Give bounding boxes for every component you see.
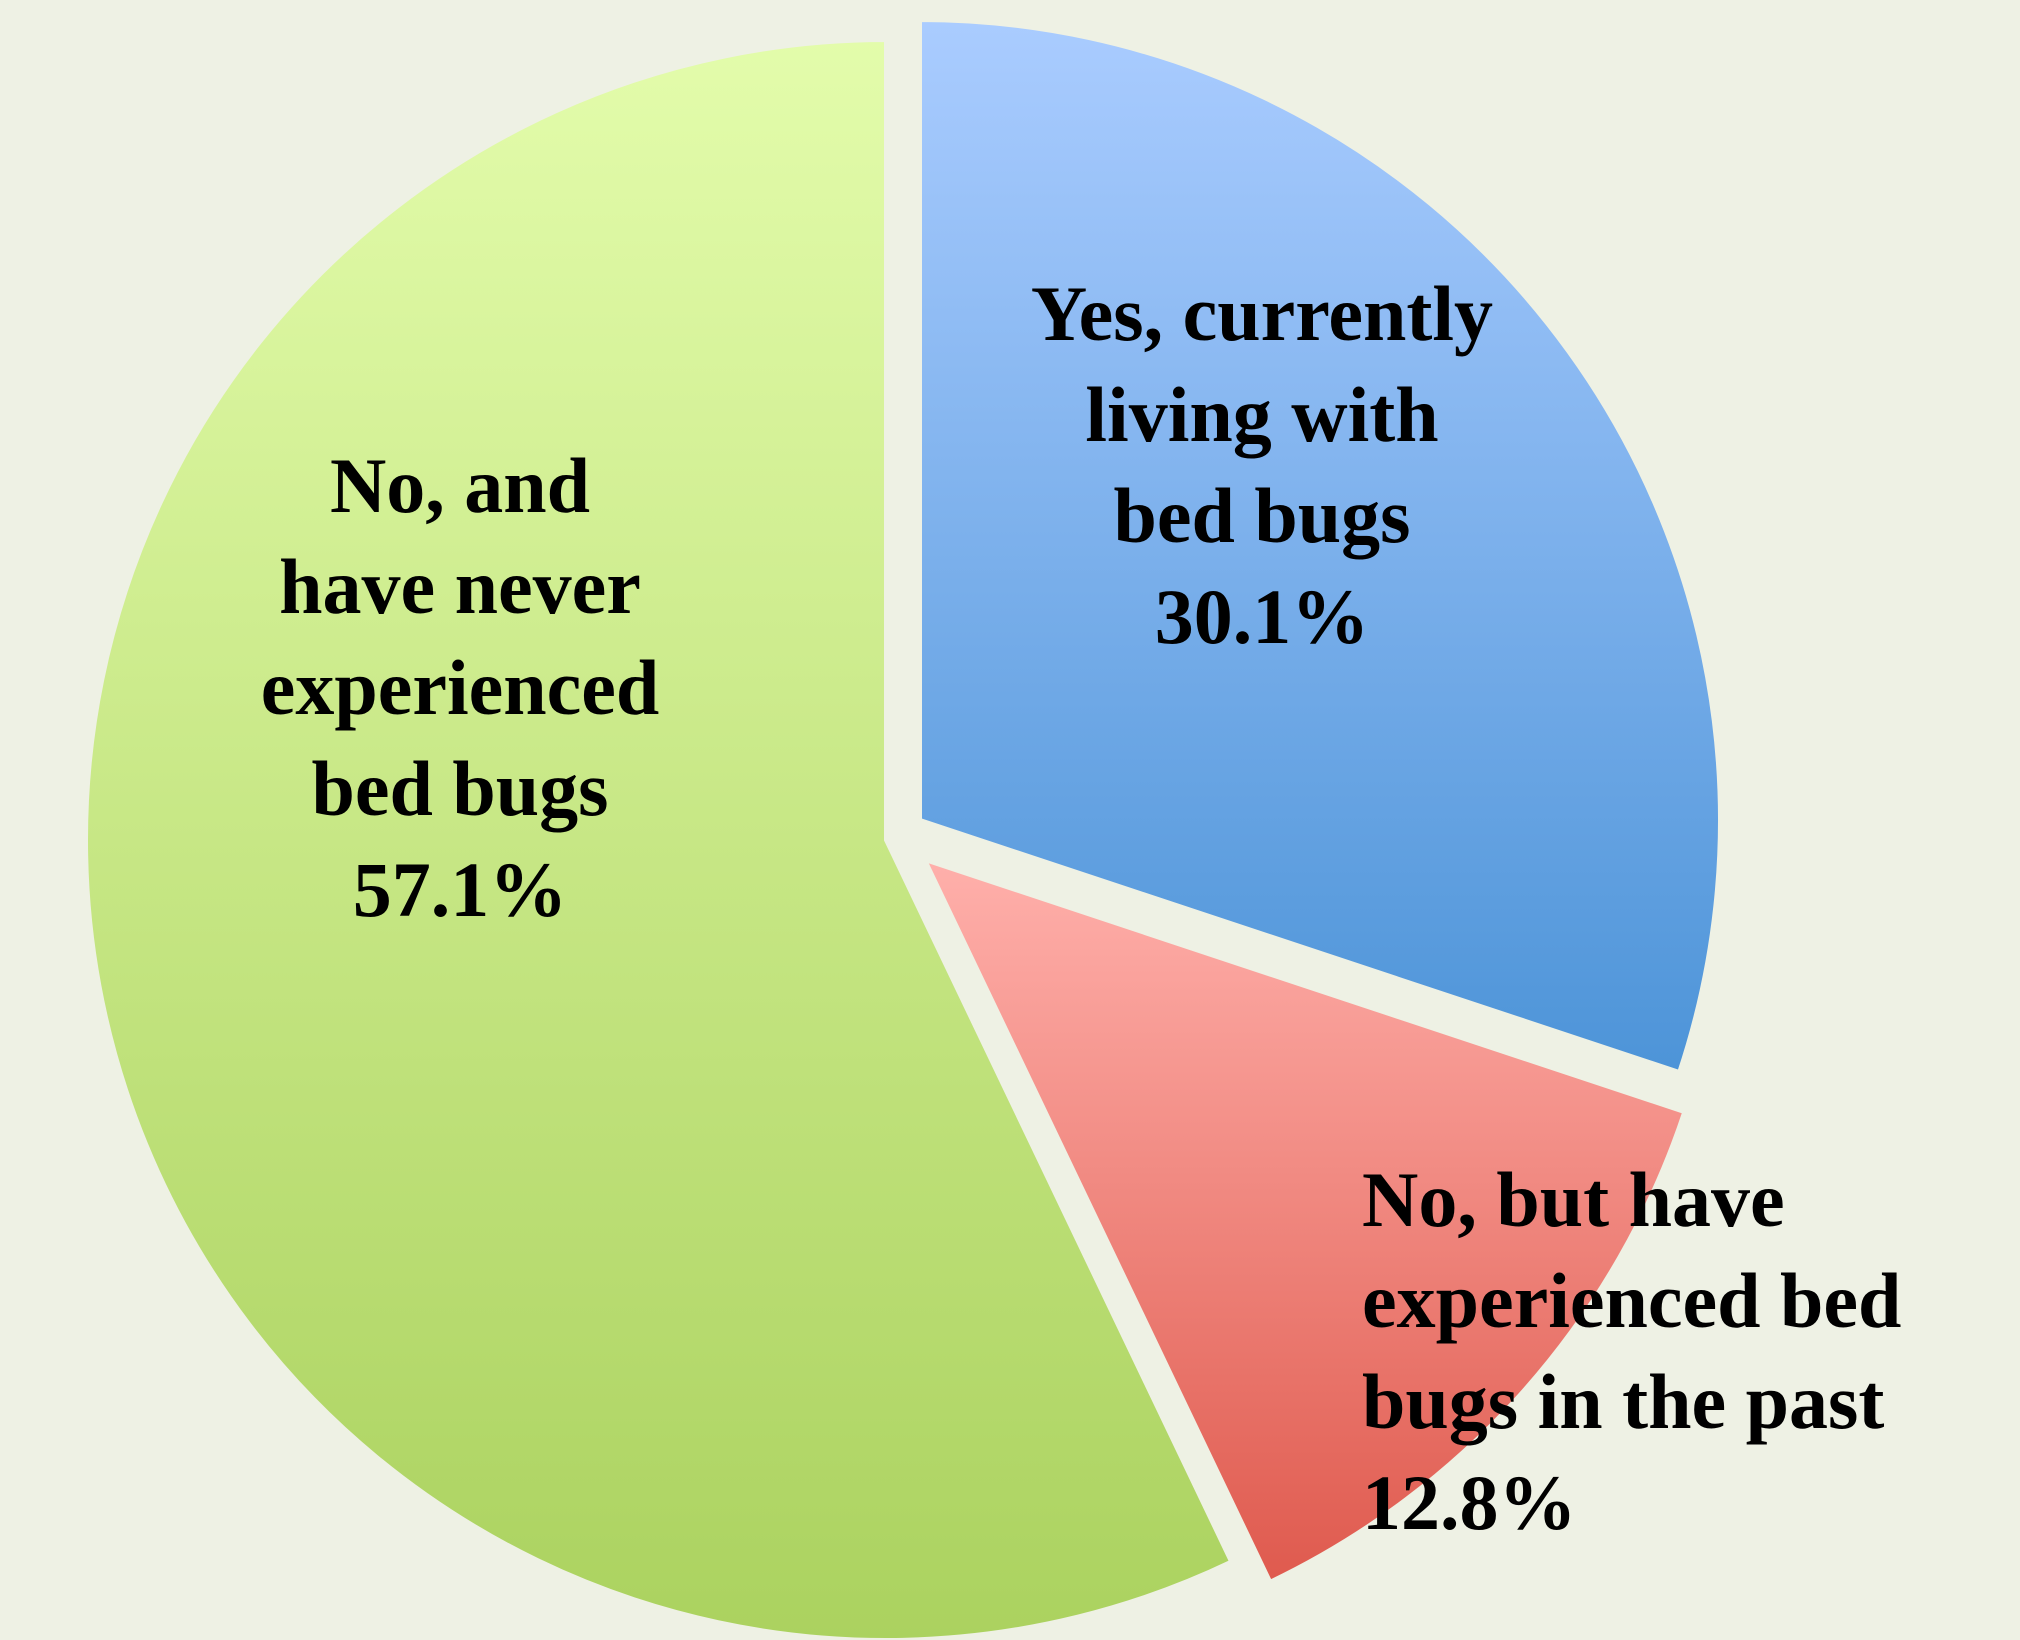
pie-slice-1 — [918, 17, 1723, 1075]
pie-slice-2 — [921, 856, 1687, 1585]
slice-category-label-line: bed bugs — [1114, 472, 1411, 559]
slice-label-1: Yes, currently living with bed bugs 30.1% — [1031, 270, 1493, 660]
slice-category-label-line: have never — [279, 543, 641, 630]
slice-category-label-line: experienced bed — [1362, 1257, 1901, 1344]
slice-value-label: 12.8% — [1362, 1459, 1577, 1546]
slice-label-3: No, and have never experienced bed bugs 57.1… — [261, 442, 660, 933]
slice-category-label-line: No, and — [330, 442, 590, 529]
slice-category-label-line: bugs in the past — [1362, 1358, 1884, 1445]
slice-value-label: 57.1% — [353, 846, 568, 933]
slice-category-label-line: No, but have — [1362, 1156, 1785, 1243]
slice-category-label-line: Yes, currently — [1031, 270, 1493, 357]
labels-layer: Yes, currently living with bed bugs 30.1% No… — [261, 270, 1902, 1546]
slice-category-label-line: living with — [1085, 371, 1438, 458]
slice-label-2: No, but have experienced bed bugs in the p… — [1362, 1156, 1901, 1546]
slice-category-label-line: experienced — [261, 644, 660, 731]
slice-category-label-line: bed bugs — [312, 745, 609, 832]
pie-slice-3 — [84, 37, 1234, 1640]
slices-layer — [84, 17, 1723, 1640]
slice-value-label: 30.1% — [1155, 573, 1370, 660]
